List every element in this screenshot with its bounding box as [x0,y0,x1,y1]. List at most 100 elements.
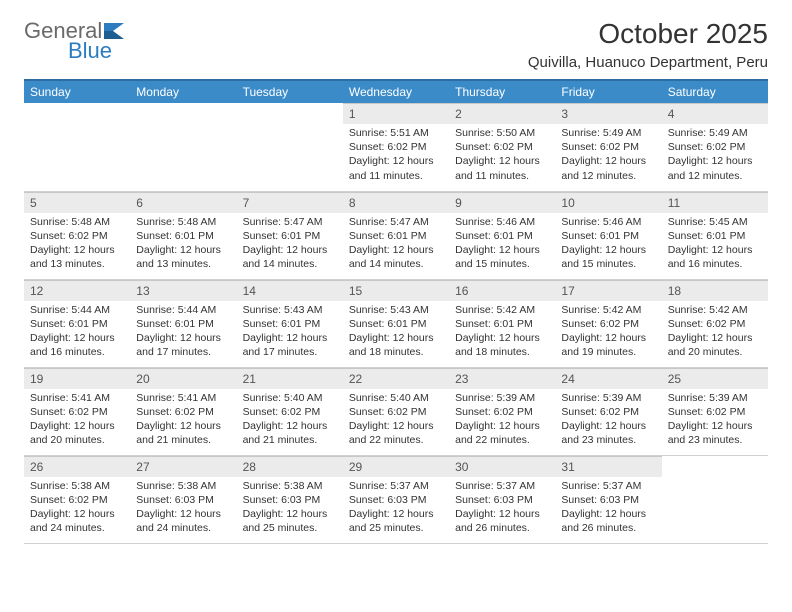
calendar-cell: 11Sunrise: 5:45 AMSunset: 6:01 PMDayligh… [662,191,768,279]
day-number: 22 [343,368,449,389]
title-block: October 2025 Quivilla, Huanuco Departmen… [528,18,768,71]
calendar-cell: 20Sunrise: 5:41 AMSunset: 6:02 PMDayligh… [130,367,236,455]
calendar-cell: 4Sunrise: 5:49 AMSunset: 6:02 PMDaylight… [662,103,768,191]
day-number: 14 [237,280,343,301]
day-number: 12 [24,280,130,301]
day-content: Sunrise: 5:40 AMSunset: 6:02 PMDaylight:… [237,389,343,452]
logo: GeneralBlue [24,18,128,64]
day-content: Sunrise: 5:37 AMSunset: 6:03 PMDaylight:… [555,477,661,540]
day-number: 21 [237,368,343,389]
calendar-cell: 2Sunrise: 5:50 AMSunset: 6:02 PMDaylight… [449,103,555,191]
calendar-cell [130,103,236,191]
calendar-cell: 27Sunrise: 5:38 AMSunset: 6:03 PMDayligh… [130,455,236,543]
day-content: Sunrise: 5:40 AMSunset: 6:02 PMDaylight:… [343,389,449,452]
day-number: 26 [24,456,130,477]
calendar-cell: 23Sunrise: 5:39 AMSunset: 6:02 PMDayligh… [449,367,555,455]
day-content: Sunrise: 5:46 AMSunset: 6:01 PMDaylight:… [449,213,555,276]
calendar-cell: 1Sunrise: 5:51 AMSunset: 6:02 PMDaylight… [343,103,449,191]
day-number: 6 [130,192,236,213]
day-content: Sunrise: 5:49 AMSunset: 6:02 PMDaylight:… [555,124,661,187]
calendar-cell: 31Sunrise: 5:37 AMSunset: 6:03 PMDayligh… [555,455,661,543]
calendar-row: 12Sunrise: 5:44 AMSunset: 6:01 PMDayligh… [24,279,768,367]
day-content: Sunrise: 5:38 AMSunset: 6:03 PMDaylight:… [237,477,343,540]
weekday-header: Friday [555,80,661,103]
day-number-empty [237,103,343,124]
header: GeneralBlue October 2025 Quivilla, Huanu… [24,18,768,71]
day-number: 23 [449,368,555,389]
day-number: 7 [237,192,343,213]
day-content: Sunrise: 5:42 AMSunset: 6:02 PMDaylight:… [555,301,661,364]
calendar-cell: 24Sunrise: 5:39 AMSunset: 6:02 PMDayligh… [555,367,661,455]
day-number: 13 [130,280,236,301]
day-content: Sunrise: 5:41 AMSunset: 6:02 PMDaylight:… [24,389,130,452]
day-number-empty [662,456,768,477]
page-title: October 2025 [528,18,768,50]
calendar-body: 1Sunrise: 5:51 AMSunset: 6:02 PMDaylight… [24,103,768,543]
calendar-cell [662,455,768,543]
day-number: 19 [24,368,130,389]
day-content: Sunrise: 5:44 AMSunset: 6:01 PMDaylight:… [130,301,236,364]
day-number: 1 [343,103,449,124]
calendar-cell: 17Sunrise: 5:42 AMSunset: 6:02 PMDayligh… [555,279,661,367]
day-content: Sunrise: 5:45 AMSunset: 6:01 PMDaylight:… [662,213,768,276]
calendar-cell: 3Sunrise: 5:49 AMSunset: 6:02 PMDaylight… [555,103,661,191]
day-content: Sunrise: 5:48 AMSunset: 6:01 PMDaylight:… [130,213,236,276]
calendar-cell: 30Sunrise: 5:37 AMSunset: 6:03 PMDayligh… [449,455,555,543]
day-number: 10 [555,192,661,213]
calendar-cell: 26Sunrise: 5:38 AMSunset: 6:02 PMDayligh… [24,455,130,543]
calendar-cell: 7Sunrise: 5:47 AMSunset: 6:01 PMDaylight… [237,191,343,279]
calendar-table: SundayMondayTuesdayWednesdayThursdayFrid… [24,79,768,544]
weekday-header-row: SundayMondayTuesdayWednesdayThursdayFrid… [24,80,768,103]
weekday-header: Sunday [24,80,130,103]
location-text: Quivilla, Huanuco Department, Peru [528,54,768,71]
day-number: 24 [555,368,661,389]
weekday-header: Thursday [449,80,555,103]
calendar-cell: 22Sunrise: 5:40 AMSunset: 6:02 PMDayligh… [343,367,449,455]
calendar-row: 5Sunrise: 5:48 AMSunset: 6:02 PMDaylight… [24,191,768,279]
day-content: Sunrise: 5:42 AMSunset: 6:02 PMDaylight:… [662,301,768,364]
weekday-header: Tuesday [237,80,343,103]
calendar-cell: 10Sunrise: 5:46 AMSunset: 6:01 PMDayligh… [555,191,661,279]
day-number: 5 [24,192,130,213]
calendar-cell: 29Sunrise: 5:37 AMSunset: 6:03 PMDayligh… [343,455,449,543]
day-number: 31 [555,456,661,477]
day-content: Sunrise: 5:51 AMSunset: 6:02 PMDaylight:… [343,124,449,187]
day-number: 28 [237,456,343,477]
day-number: 15 [343,280,449,301]
day-number: 2 [449,103,555,124]
day-number: 30 [449,456,555,477]
calendar-cell: 12Sunrise: 5:44 AMSunset: 6:01 PMDayligh… [24,279,130,367]
calendar-cell: 5Sunrise: 5:48 AMSunset: 6:02 PMDaylight… [24,191,130,279]
calendar-cell: 21Sunrise: 5:40 AMSunset: 6:02 PMDayligh… [237,367,343,455]
day-content: Sunrise: 5:38 AMSunset: 6:03 PMDaylight:… [130,477,236,540]
day-number: 3 [555,103,661,124]
calendar-cell [237,103,343,191]
day-number: 20 [130,368,236,389]
day-number: 18 [662,280,768,301]
day-content: Sunrise: 5:44 AMSunset: 6:01 PMDaylight:… [24,301,130,364]
day-number: 27 [130,456,236,477]
calendar-cell: 13Sunrise: 5:44 AMSunset: 6:01 PMDayligh… [130,279,236,367]
calendar-row: 1Sunrise: 5:51 AMSunset: 6:02 PMDaylight… [24,103,768,191]
calendar-cell: 6Sunrise: 5:48 AMSunset: 6:01 PMDaylight… [130,191,236,279]
day-number: 4 [662,103,768,124]
calendar-cell: 15Sunrise: 5:43 AMSunset: 6:01 PMDayligh… [343,279,449,367]
day-number: 17 [555,280,661,301]
calendar-cell: 16Sunrise: 5:42 AMSunset: 6:01 PMDayligh… [449,279,555,367]
day-content: Sunrise: 5:38 AMSunset: 6:02 PMDaylight:… [24,477,130,540]
calendar-cell: 8Sunrise: 5:47 AMSunset: 6:01 PMDaylight… [343,191,449,279]
calendar-cell: 19Sunrise: 5:41 AMSunset: 6:02 PMDayligh… [24,367,130,455]
weekday-header: Saturday [662,80,768,103]
day-number: 29 [343,456,449,477]
day-content: Sunrise: 5:50 AMSunset: 6:02 PMDaylight:… [449,124,555,187]
day-number-empty [24,103,130,124]
calendar-row: 19Sunrise: 5:41 AMSunset: 6:02 PMDayligh… [24,367,768,455]
day-number: 11 [662,192,768,213]
calendar-row: 26Sunrise: 5:38 AMSunset: 6:02 PMDayligh… [24,455,768,543]
day-number-empty [130,103,236,124]
day-content: Sunrise: 5:42 AMSunset: 6:01 PMDaylight:… [449,301,555,364]
day-number: 16 [449,280,555,301]
day-content: Sunrise: 5:48 AMSunset: 6:02 PMDaylight:… [24,213,130,276]
weekday-header: Wednesday [343,80,449,103]
day-content: Sunrise: 5:37 AMSunset: 6:03 PMDaylight:… [449,477,555,540]
